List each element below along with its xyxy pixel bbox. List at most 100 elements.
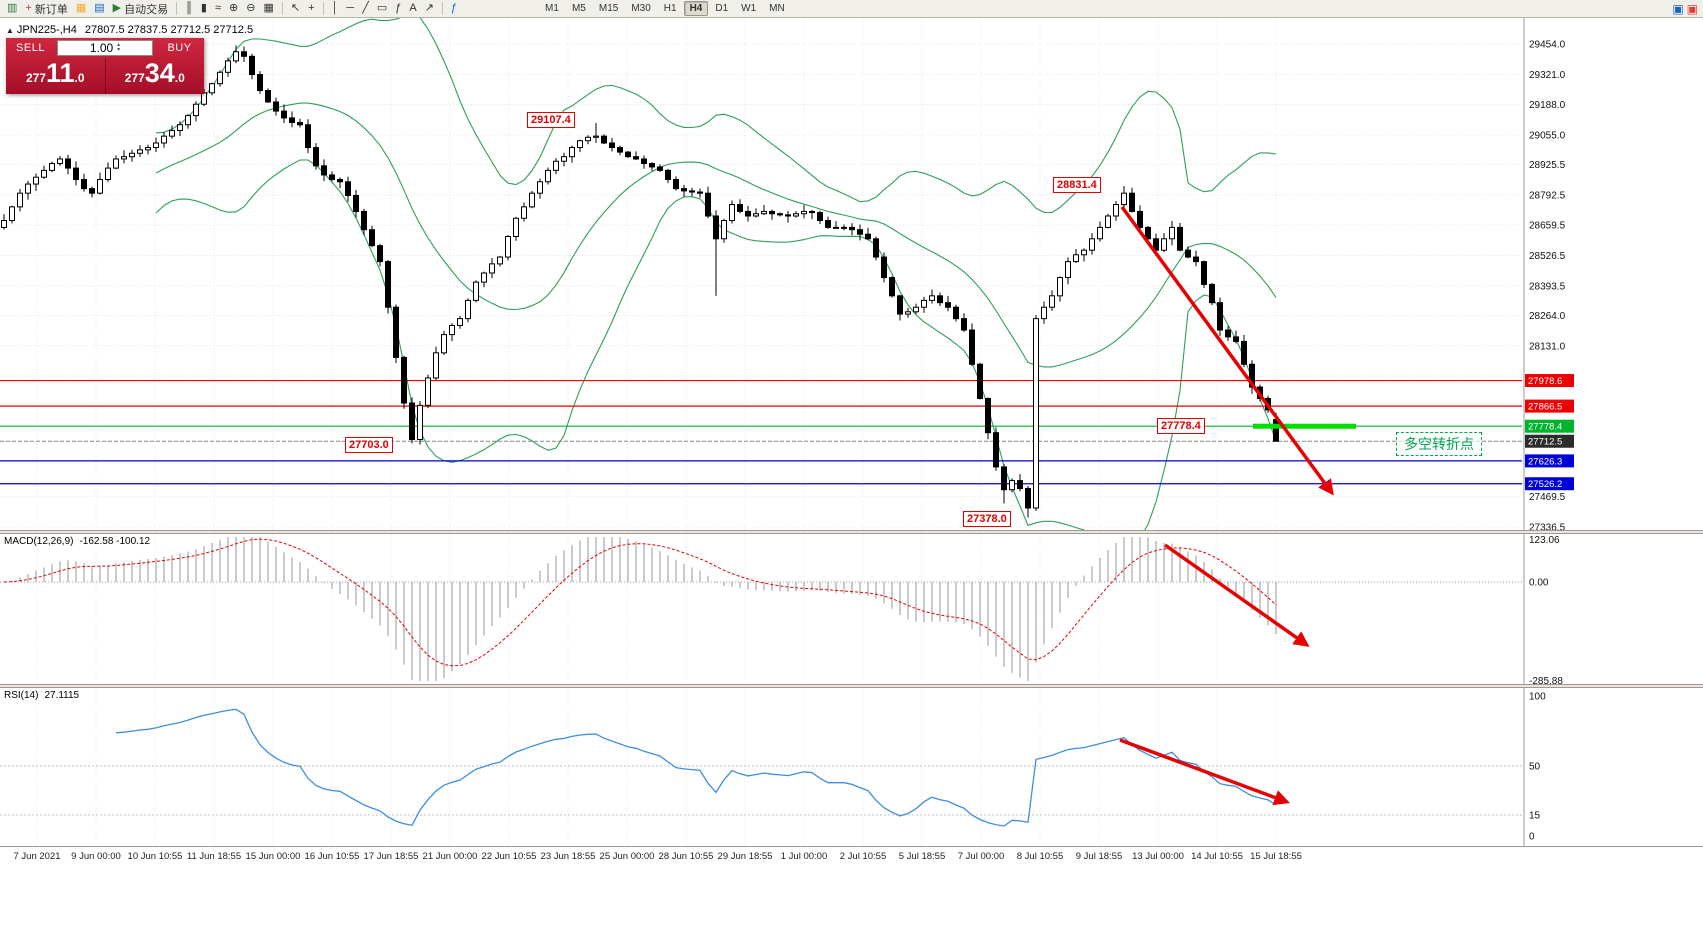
- time-axis: 7 Jun 2021 9 Jun 00:00 10 Jun 10:55 11 Jun …: [0, 846, 1703, 866]
- ask-prefix: 277: [124, 71, 145, 85]
- channel-button[interactable]: ▭: [373, 1, 391, 17]
- macd-scale-tick: 0.00: [1529, 578, 1549, 589]
- volume-decrease-button[interactable]: ▾: [117, 47, 121, 53]
- chart-profiles-button[interactable]: ▦: [72, 1, 90, 17]
- rsi-name: RSI(14): [4, 690, 39, 701]
- autotrading-button[interactable]: ▶ 自动交易: [109, 1, 172, 17]
- toolbar-right-group: ▣ ▣: [1672, 2, 1700, 16]
- trendline-icon: ╱: [362, 2, 369, 14]
- time-axis-label: 5 Jul 18:55: [898, 851, 946, 862]
- main-chart-canvas[interactable]: 29454.0 29321.0 29188.0 29055.0 28925.5 28792…: [0, 18, 1703, 530]
- candlestick-chart-button[interactable]: ▮: [197, 1, 211, 17]
- new-order-button[interactable]: + 新订单: [21, 1, 71, 17]
- svg-text:27526.2: 27526.2: [1528, 479, 1562, 490]
- bid-price[interactable]: 277 11.0: [6, 58, 106, 94]
- volume-field[interactable]: 1.00 ▴ ▾: [57, 40, 153, 56]
- buy-button[interactable]: BUY: [167, 42, 192, 54]
- bid-prefix: 277: [25, 71, 46, 85]
- vertical-line-icon: │: [331, 2, 339, 14]
- timeframe-m15[interactable]: M15: [598, 3, 619, 14]
- svg-text:27626.3: 27626.3: [1528, 456, 1562, 467]
- svg-text:27978.6: 27978.6: [1528, 376, 1562, 387]
- time-axis-label: 15 Jul 18:55: [1250, 851, 1302, 862]
- price-tick: 28925.5: [1529, 160, 1566, 171]
- timeframe-w1[interactable]: W1: [741, 3, 757, 14]
- volume-value[interactable]: 1.00: [89, 41, 114, 55]
- macd-signal-line: [3, 538, 1277, 667]
- timeframe-d1[interactable]: D1: [715, 3, 729, 14]
- time-axis-label: 23 Jun 18:55: [540, 851, 596, 862]
- price-tick: 29454.0: [1529, 40, 1566, 51]
- time-axis-label: 25 Jun 00:00: [599, 851, 655, 862]
- timeframe-mn[interactable]: MN: [769, 3, 785, 14]
- autotrading-icon: ▶: [112, 2, 122, 14]
- community-icon[interactable]: ▣: [1672, 1, 1684, 16]
- collapse-panel-icon[interactable]: ▲: [6, 26, 14, 35]
- line-chart-button[interactable]: ≈: [211, 1, 225, 17]
- trendline-button[interactable]: ╱: [358, 1, 373, 17]
- time-axis-label: 22 Jun 10:55: [481, 851, 537, 862]
- time-axis-label: 16 Jun 10:55: [304, 851, 360, 862]
- panel-splitter[interactable]: [0, 684, 1703, 688]
- panel-splitter[interactable]: [0, 530, 1703, 534]
- cursor-button[interactable]: ↖: [287, 1, 304, 17]
- timeframe-h1[interactable]: H1: [663, 3, 677, 14]
- volume-increase-button[interactable]: ▴: [117, 42, 121, 48]
- price-tick: 29188.0: [1529, 100, 1566, 111]
- crosshair-button[interactable]: +: [304, 1, 318, 17]
- ohlc-values: 27807.5 27837.5 27712.5 27712.5: [84, 24, 254, 36]
- text-button[interactable]: A: [405, 1, 420, 17]
- symbol-info-line: ▲ JPN225-,H4 27807.5 27837.5 27712.5 27712…: [6, 24, 253, 36]
- price-tick: 28264.0: [1529, 311, 1566, 322]
- arrow-tool-button[interactable]: ↗: [421, 1, 438, 17]
- svg-text:27712.5: 27712.5: [1528, 437, 1562, 448]
- main-chart-panel: 29454.0 29321.0 29188.0 29055.0 28925.5 28792…: [0, 18, 1703, 530]
- timeframe-m30[interactable]: M30: [631, 3, 651, 14]
- zoom-out-button[interactable]: ⊖: [242, 1, 259, 17]
- timeframe-m5[interactable]: M5: [571, 3, 586, 14]
- fibonacci-button[interactable]: ƒ: [391, 1, 405, 17]
- price-tick: 28659.5: [1529, 221, 1566, 232]
- trend-arrow[interactable]: [1120, 205, 1334, 496]
- highlight-bar[interactable]: [1253, 423, 1356, 429]
- time-axis-label: 21 Jun 00:00: [422, 851, 478, 862]
- indicators-button[interactable]: ƒ: [447, 1, 461, 17]
- macd-scale-tick: -285.88: [1529, 676, 1563, 684]
- timeframe-group: M1 M5 M15 M30 H1 H4 D1 W1 MN: [539, 1, 791, 16]
- chart-profiles-icon: ▦: [75, 2, 87, 14]
- rsi-canvas[interactable]: 100 50 15 0: [0, 688, 1703, 846]
- time-axis-label: 14 Jul 10:55: [1191, 851, 1243, 862]
- price-tick: 29055.0: [1529, 131, 1566, 142]
- bar-chart-button[interactable]: ║: [181, 1, 197, 17]
- market-watch-button[interactable]: ▤: [90, 1, 108, 17]
- sell-button[interactable]: SELL: [16, 42, 45, 54]
- rsi-trend-arrow[interactable]: [1119, 738, 1290, 805]
- zoom-in-button[interactable]: ⊕: [225, 1, 242, 17]
- timeframe-m1[interactable]: M1: [545, 3, 559, 14]
- price-scale-badge: [1525, 419, 1574, 433]
- window-filler: [0, 866, 1703, 940]
- zoom-out-icon: ⊖: [246, 2, 256, 14]
- price-tick: 27469.5: [1529, 492, 1566, 503]
- price-tick: 28792.5: [1529, 190, 1566, 201]
- ask-price[interactable]: 277 34.0: [106, 58, 205, 94]
- macd-canvas[interactable]: 123.06 0.00 -285.88: [0, 534, 1703, 684]
- svg-text:27778.4: 27778.4: [1528, 422, 1562, 433]
- toolbar-separator: [441, 2, 443, 15]
- toolbar: ▥ + 新订单 ▦ ▤ ▶ 自动交易 ║ ▮ ≈ ⊕ ⊖ ▦ ↖ + │ ─ ╱ ▭ ƒ A ↗ ƒ M1 M5 M15 M30 H…: [0, 0, 1703, 18]
- price-scale-badge: [1525, 374, 1574, 388]
- new-chart-button[interactable]: ▥: [3, 1, 21, 17]
- crosshair-icon: +: [308, 2, 315, 14]
- volume-spinner: ▴ ▾: [117, 42, 121, 53]
- time-axis-label: 15 Jun 00:00: [245, 851, 301, 862]
- tile-windows-button[interactable]: ▦: [259, 1, 277, 17]
- price-tick: 28131.0: [1529, 341, 1566, 352]
- vertical-line-button[interactable]: │: [328, 1, 343, 17]
- help-icon[interactable]: ▣: [1686, 1, 1698, 16]
- bollinger-band: [155, 102, 1277, 368]
- timeframe-h4[interactable]: H4: [683, 1, 709, 16]
- time-axis-label: 2 Jul 10:55: [839, 851, 887, 862]
- rsi-line: [115, 708, 1277, 827]
- macd-trend-arrow[interactable]: [1163, 543, 1310, 647]
- horizontal-line-button[interactable]: ─: [342, 1, 358, 17]
